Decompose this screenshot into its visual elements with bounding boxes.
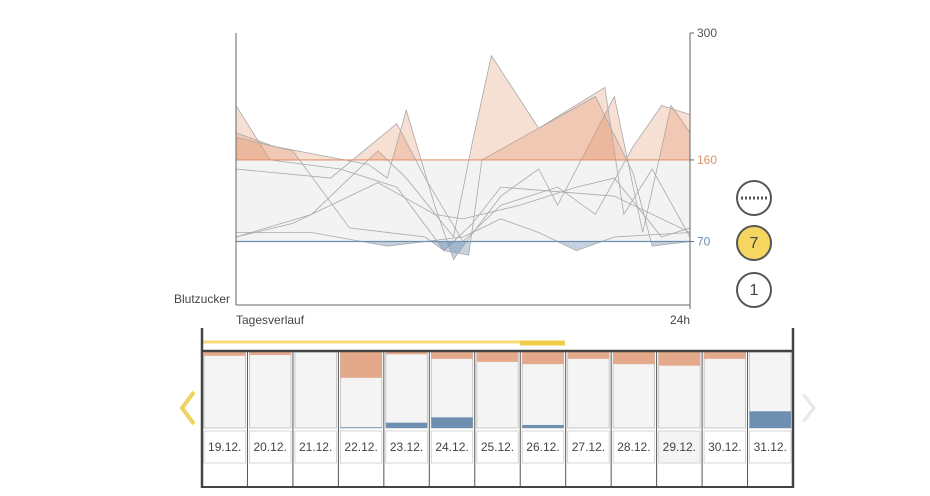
date-label: 24.12.: [435, 440, 468, 454]
date-label: 28.12.: [617, 440, 650, 454]
date-label: 29.12.: [663, 440, 696, 454]
day-cell: [476, 351, 519, 429]
date-cell: [567, 430, 610, 464]
low-area: [437, 242, 454, 251]
next-arrow[interactable]: [801, 393, 816, 423]
low-bar: [385, 422, 428, 428]
date-label: 23.12.: [390, 440, 423, 454]
day-cell: [703, 351, 746, 429]
date-label: 31.12.: [754, 440, 787, 454]
y-axis-label: Blutzucker: [174, 292, 230, 306]
low-bar: [522, 424, 564, 428]
prev-arrow[interactable]: [179, 390, 196, 426]
timeline: 19.12. 20.12. 21.12. 22.12. 23.12. 24.12. 25.1…: [200, 328, 795, 488]
date-label: 22.12.: [344, 440, 377, 454]
date-cell: [521, 430, 565, 464]
date-label: 25.12.: [481, 440, 514, 454]
button-label: 7: [750, 235, 759, 252]
high-bar: [567, 352, 610, 359]
high-bar: [658, 352, 701, 366]
day-line: [235, 86, 691, 256]
date-cell: [339, 430, 383, 464]
date-cell: [612, 430, 656, 464]
one-day-button[interactable]: 1: [736, 272, 772, 308]
date-label: 27.12.: [572, 440, 605, 454]
date-cell: [658, 430, 701, 464]
high-bar: [385, 352, 428, 355]
day-cell: [385, 351, 428, 429]
day-line: [235, 177, 691, 238]
x-axis-label: Tagesverlauf: [236, 313, 305, 327]
date-cell: [749, 430, 792, 464]
low-bar: [749, 411, 791, 428]
high-area: [236, 87, 690, 160]
high-bar: [249, 352, 291, 356]
day-cell: [203, 351, 246, 429]
target-band: [236, 159, 690, 242]
high-area: [236, 105, 690, 160]
day-line: [235, 95, 691, 261]
day-cell: [249, 351, 292, 429]
y-tick-label: 300: [697, 26, 717, 40]
high-bar: [613, 352, 655, 365]
day-line: [235, 105, 691, 243]
high-bar: [204, 352, 246, 356]
date-cell: [249, 430, 292, 464]
day-line: [235, 54, 691, 247]
button-label: 1: [750, 282, 759, 299]
date-cell: [294, 430, 337, 464]
high-bar: [431, 352, 473, 359]
low-bar: [340, 427, 382, 428]
date-cell: [703, 430, 746, 464]
date-cell: [476, 430, 519, 464]
high-bar: [340, 352, 382, 378]
date-cell: [203, 430, 246, 464]
date-label: 19.12.: [208, 440, 241, 454]
date-label: 21.12.: [299, 440, 332, 454]
high-bar: [522, 352, 564, 365]
glucose-chart: 70 160 300 24h Blutzucker Tagesverlauf: [174, 26, 717, 327]
y-tick-label: 160: [697, 153, 717, 167]
seven-days-button[interactable]: 7: [736, 225, 772, 261]
low-bar: [431, 417, 473, 428]
low-area: [364, 242, 601, 251]
high-area: [236, 55, 690, 160]
low-area: [432, 242, 471, 256]
y-tick-label: 70: [697, 235, 711, 249]
date-label: 26.12.: [526, 440, 559, 454]
date-cell: [430, 430, 474, 464]
high-area: [236, 96, 690, 160]
x-tick-label: 24h: [670, 313, 690, 327]
date-label: 20.12.: [254, 440, 287, 454]
day-cell: [430, 351, 474, 429]
day-cell: [567, 351, 610, 429]
dots-button[interactable]: [736, 180, 772, 216]
high-bar: [704, 352, 746, 359]
high-bar: [476, 352, 519, 362]
date-label: 30.12.: [708, 440, 741, 454]
day-cell: [294, 351, 337, 429]
date-cell: [385, 430, 428, 464]
